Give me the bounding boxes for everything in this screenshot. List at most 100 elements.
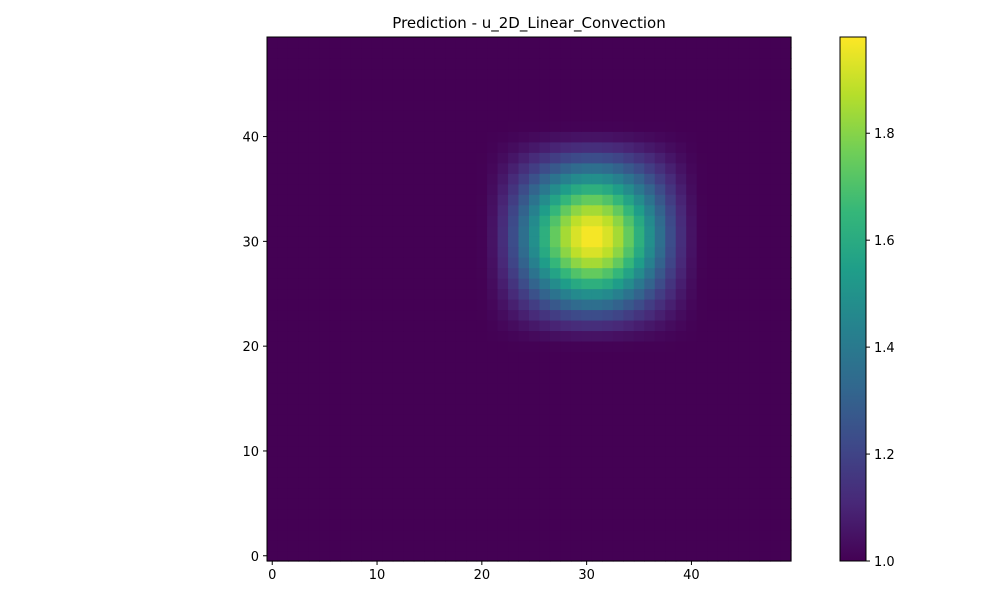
heatmap-cell: [665, 498, 677, 510]
heatmap-cell: [287, 194, 300, 206]
heatmap-cell: [612, 519, 624, 531]
heatmap-cell: [413, 319, 425, 332]
heatmap-cell: [539, 120, 551, 132]
heatmap-cell: [749, 99, 761, 111]
heatmap-cell: [675, 288, 687, 300]
heatmap-cell: [686, 361, 698, 373]
heatmap-cell: [424, 173, 436, 185]
heatmap-cell: [518, 540, 530, 552]
heatmap-cell: [738, 162, 750, 174]
heatmap-cell: [654, 340, 666, 352]
heatmap-cell: [350, 445, 362, 457]
heatmap-cell: [570, 47, 582, 59]
heatmap-cell: [329, 257, 341, 269]
heatmap-cell: [267, 89, 279, 101]
heatmap-cell: [675, 540, 687, 552]
heatmap-cell: [403, 278, 415, 290]
heatmap-cell: [277, 236, 289, 248]
heatmap-cell: [696, 215, 708, 227]
heatmap-cell: [728, 204, 740, 216]
heatmap-cell: [508, 78, 520, 90]
heatmap-cell: [277, 57, 289, 70]
heatmap-cell: [633, 382, 645, 394]
heatmap-cell: [487, 246, 499, 258]
heatmap-cell: [508, 435, 520, 447]
heatmap-cell: [581, 414, 593, 426]
heatmap-cell: [591, 99, 603, 111]
heatmap-cell: [738, 361, 750, 373]
heatmap-cell: [403, 456, 415, 468]
heatmap-cell: [780, 361, 792, 373]
heatmap-cell: [329, 99, 341, 111]
heatmap-cell: [728, 68, 740, 80]
heatmap-cell: [424, 330, 436, 342]
heatmap-cell: [267, 477, 279, 489]
heatmap-cell: [581, 194, 593, 206]
heatmap-cell: [476, 372, 488, 384]
heatmap-cell: [728, 257, 740, 269]
heatmap-cell: [319, 351, 331, 363]
heatmap-cell: [738, 194, 750, 206]
heatmap-cell: [570, 487, 582, 499]
heatmap-cell: [549, 382, 562, 394]
heatmap-cell: [434, 99, 446, 111]
heatmap-cell: [696, 351, 708, 363]
heatmap-cell: [633, 372, 645, 384]
heatmap-cell: [497, 246, 509, 258]
heatmap-cell: [696, 204, 708, 216]
heatmap-cell: [665, 141, 677, 153]
heatmap-cell: [591, 257, 603, 269]
heatmap-cell: [424, 456, 436, 468]
heatmap-cell: [403, 529, 415, 541]
heatmap-cell: [382, 194, 394, 206]
heatmap-cell: [445, 498, 457, 510]
heatmap-cell: [570, 110, 582, 122]
heatmap-cell: [497, 215, 509, 227]
heatmap-cell: [445, 550, 457, 562]
heatmap-cell: [612, 120, 624, 132]
heatmap-cell: [476, 194, 488, 206]
heatmap-cell: [707, 288, 719, 300]
heatmap-cell: [455, 131, 467, 143]
heatmap-cell: [686, 110, 698, 122]
heatmap-cell: [361, 99, 373, 111]
heatmap-cell: [329, 372, 341, 384]
heatmap-cell: [602, 257, 614, 269]
heatmap-cell: [361, 257, 373, 269]
heatmap-cell: [675, 498, 687, 510]
heatmap-cell: [277, 299, 289, 311]
heatmap-cell: [340, 225, 352, 237]
heatmap-cell: [780, 78, 792, 90]
heatmap-cell: [424, 351, 436, 363]
heatmap-cell: [717, 393, 729, 405]
heatmap-cell: [623, 173, 635, 185]
heatmap-cell: [287, 477, 300, 489]
heatmap-cell: [623, 445, 635, 457]
heatmap-cell: [749, 372, 761, 384]
heatmap-cell: [392, 78, 404, 90]
heatmap-cell: [277, 487, 289, 499]
heatmap-cell: [644, 424, 656, 436]
heatmap-cell: [759, 340, 771, 352]
heatmap-cell: [570, 477, 582, 489]
heatmap-cell: [570, 529, 582, 541]
heatmap-cell: [612, 110, 624, 122]
heatmap-cell: [361, 403, 373, 415]
heatmap-cell: [717, 152, 729, 164]
heatmap-cell: [497, 68, 509, 80]
heatmap-cell: [623, 57, 635, 70]
heatmap-cell: [445, 257, 457, 269]
heatmap-cell: [455, 540, 467, 552]
heatmap-cell: [518, 99, 530, 111]
heatmap-cell: [686, 246, 698, 258]
heatmap-cell: [654, 529, 666, 541]
heatmap-cell: [759, 68, 771, 80]
heatmap-cell: [602, 47, 614, 59]
heatmap-cell: [591, 319, 603, 332]
heatmap-cell: [445, 424, 457, 436]
heatmap-cell: [445, 89, 457, 101]
heatmap-cell: [340, 99, 352, 111]
heatmap-cell: [738, 456, 750, 468]
heatmap-cell: [298, 445, 310, 457]
heatmap-cell: [518, 267, 530, 279]
